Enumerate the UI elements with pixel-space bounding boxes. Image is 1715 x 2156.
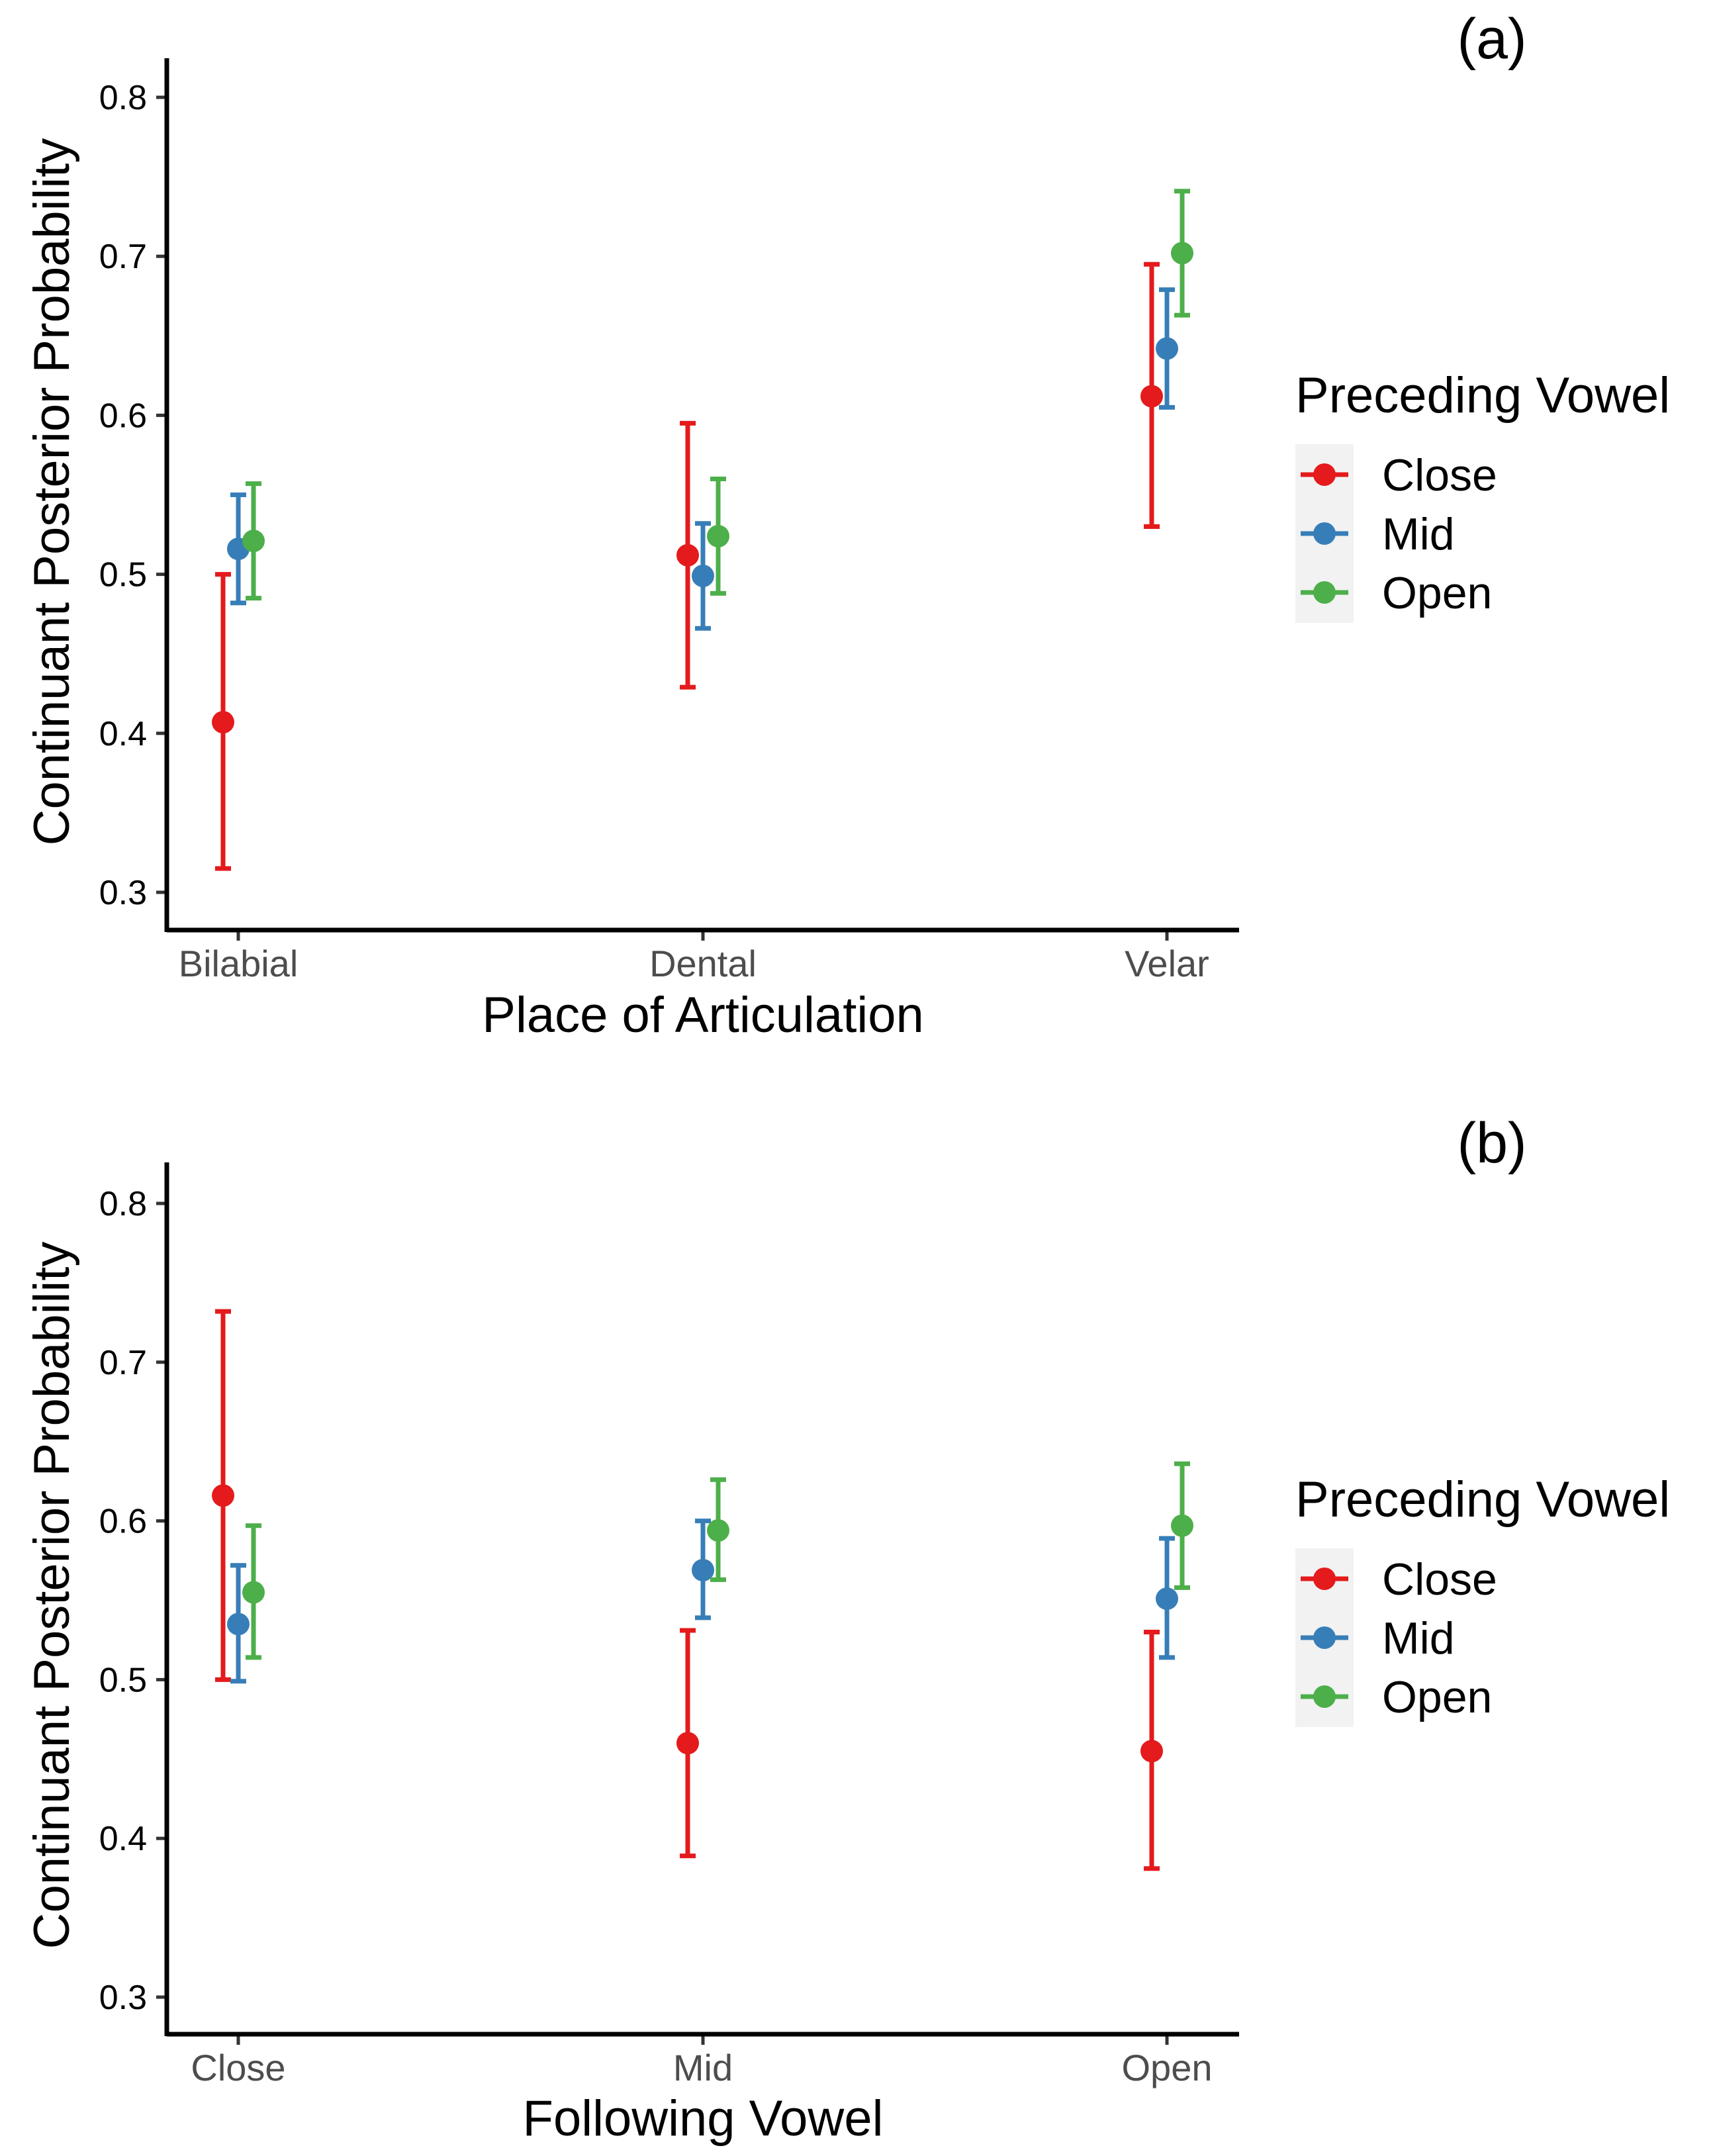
panel-a-legend-title: Preceding Vowel bbox=[1295, 367, 1670, 424]
panel-b-y-tick-label: 0.5 bbox=[99, 1661, 147, 1699]
panel-a-y-tick-label: 0.3 bbox=[99, 874, 147, 912]
panel-a-point-open bbox=[707, 524, 729, 547]
panel-b-x-ticks: Close Mid Open bbox=[191, 2034, 1213, 2088]
panel-a-legend-key-point-open bbox=[1313, 581, 1336, 604]
panel-a-y-ticks: 0.3 0.4 0.5 0.6 0.7 0.8 bbox=[99, 79, 167, 912]
panel-a-y-axis-title: Continuant Posterior Probability bbox=[24, 138, 80, 846]
panel-b-legend-key-point-open bbox=[1313, 1685, 1336, 1708]
panel-a-point-close bbox=[212, 710, 234, 733]
panel-b-x-tick-label: Mid bbox=[673, 2047, 733, 2088]
panel-b-y-tick-label: 0.8 bbox=[99, 1185, 147, 1223]
panel-b-x-tick-label: Open bbox=[1122, 2047, 1213, 2088]
panel-a-point-close bbox=[676, 543, 699, 567]
panel-a-point-mid bbox=[692, 565, 714, 588]
panel-a-x-axis-title: Place of Articulation bbox=[482, 987, 924, 1043]
panel-a: (a) Place of Articulation Continuant Pos… bbox=[24, 7, 1670, 1043]
panel-a-x-ticks: Bilabial Dental Velar bbox=[179, 930, 1209, 984]
panel-a-point-close bbox=[1140, 385, 1163, 408]
panel-b-legend: Preceding Vowel Close Mid Open bbox=[1295, 1472, 1670, 1727]
panel-a-x-tick-label: Dental bbox=[649, 943, 757, 984]
panel-b-y-tick-label: 0.3 bbox=[99, 1979, 147, 2017]
panel-b-point-open bbox=[1171, 1514, 1193, 1537]
panel-b-legend-label-close: Close bbox=[1382, 1554, 1497, 1605]
panel-a-point-mid bbox=[1156, 337, 1178, 360]
panel-a-point-open bbox=[1171, 242, 1193, 265]
panel-b-x-tick-label: Close bbox=[191, 2047, 285, 2088]
panel-b-y-tick-label: 0.4 bbox=[99, 1820, 147, 1858]
panel-a-y-tick-label: 0.7 bbox=[99, 238, 147, 276]
panel-a-y-tick-label: 0.8 bbox=[99, 79, 147, 117]
panel-a-series bbox=[212, 189, 1193, 871]
panel-a-y-tick-label: 0.6 bbox=[99, 397, 147, 435]
panel-a-label: (a) bbox=[1457, 7, 1526, 71]
panel-a-legend: Preceding Vowel Close Mid Open bbox=[1295, 367, 1670, 623]
panel-b-point-close bbox=[1140, 1740, 1163, 1763]
panel-b-y-tick-label: 0.7 bbox=[99, 1344, 147, 1382]
panel-b-point-close bbox=[212, 1484, 234, 1507]
panel-b-y-axis-title: Continuant Posterior Probability bbox=[24, 1242, 80, 1949]
panel-b-legend-label-open: Open bbox=[1382, 1672, 1492, 1722]
panel-b-y-tick-label: 0.6 bbox=[99, 1503, 147, 1541]
panel-a-legend-key-point-mid bbox=[1313, 522, 1336, 545]
panel-b-point-mid bbox=[692, 1558, 714, 1581]
panel-a-legend-label-open: Open bbox=[1382, 568, 1492, 618]
panel-b-point-mid bbox=[1156, 1587, 1178, 1611]
panel-a-legend-label-close: Close bbox=[1382, 450, 1497, 500]
panel-b-series bbox=[212, 1309, 1193, 1871]
panel-a-legend-key-point-close bbox=[1313, 463, 1336, 486]
panel-b-label: (b) bbox=[1457, 1111, 1526, 1175]
panel-b-legend-label-mid: Mid bbox=[1382, 1613, 1455, 1664]
panel-a-y-tick-label: 0.4 bbox=[99, 715, 147, 753]
panel-b-x-axis-title: Following Vowel bbox=[523, 2090, 884, 2147]
panel-b: (b) Following Vowel Continuant Posterior… bbox=[24, 1111, 1670, 2147]
panel-b-point-open bbox=[242, 1581, 265, 1604]
panel-b-point-open bbox=[707, 1519, 729, 1542]
panel-a-x-tick-label: Bilabial bbox=[179, 943, 299, 984]
panel-a-point-open bbox=[242, 530, 265, 553]
panel-a-legend-label-mid: Mid bbox=[1382, 509, 1455, 559]
panel-a-x-tick-label: Velar bbox=[1125, 943, 1209, 984]
panel-b-point-close bbox=[676, 1732, 699, 1755]
panel-b-legend-key-point-mid bbox=[1313, 1626, 1336, 1649]
panel-b-legend-key-point-close bbox=[1313, 1568, 1336, 1590]
panel-b-legend-title: Preceding Vowel bbox=[1295, 1472, 1670, 1528]
panel-b-point-mid bbox=[227, 1613, 250, 1636]
panel-a-y-tick-label: 0.5 bbox=[99, 556, 147, 594]
